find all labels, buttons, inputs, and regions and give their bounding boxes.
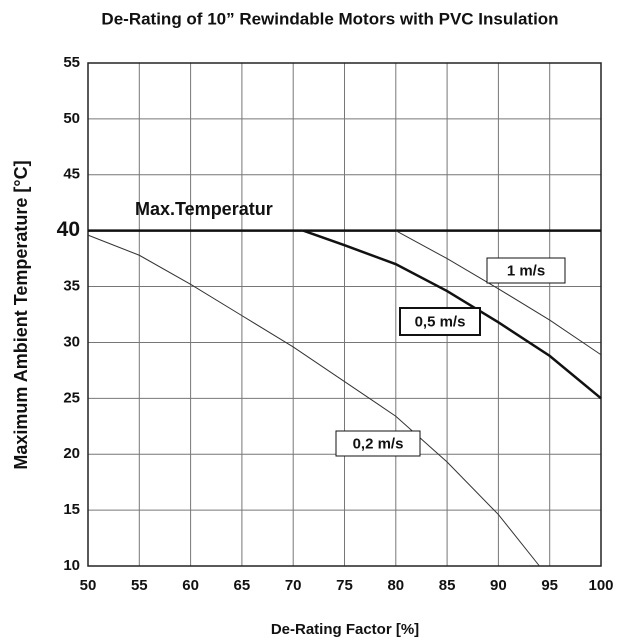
y-tick-label: 40: [57, 218, 80, 241]
y-tick-label: 50: [63, 110, 80, 127]
y-tick-label: 10: [63, 557, 80, 574]
x-tick-label: 90: [490, 577, 507, 594]
legend-label: 0,5 m/s: [415, 313, 466, 330]
legend-box: [486, 257, 566, 284]
line: [303, 229, 602, 400]
legend-label: Max.Temperatur: [135, 199, 273, 219]
y-tick-label: 25: [63, 389, 80, 406]
y-tick-label: 35: [63, 278, 80, 295]
y-tick-label: 30: [63, 333, 80, 350]
x-tick-label: 65: [234, 577, 251, 594]
x-tick-label: 50: [80, 577, 97, 594]
chart-title: De-Rating of 10” Rewindable Motors with …: [101, 9, 558, 28]
y-axis-label: Maximum Ambient Temperature [°C]: [11, 160, 31, 469]
y-tick-label: 20: [63, 445, 80, 462]
legend-label: 0,2 m/s: [353, 435, 404, 452]
line: [395, 230, 602, 356]
legend-box: [335, 430, 421, 457]
y-tick-label: 45: [63, 166, 80, 183]
x-axis-label: De-Rating Factor [%]: [271, 621, 419, 638]
x-tick-label: 55: [131, 577, 148, 594]
x-tick-label: 95: [541, 577, 558, 594]
y-tick-label: 15: [63, 501, 80, 518]
legend-box: [399, 307, 481, 336]
y-tick-label: 55: [63, 54, 80, 71]
legend-label: 1 m/s: [507, 262, 545, 279]
x-tick-label: 75: [336, 577, 353, 594]
plot-frame: [87, 62, 602, 567]
x-tick-label: 60: [182, 577, 199, 594]
x-tick-label: 100: [588, 577, 613, 594]
x-tick-label: 80: [387, 577, 404, 594]
line: [87, 234, 540, 567]
x-tick-label: 70: [285, 577, 302, 594]
x-tick-label: 85: [439, 577, 456, 594]
